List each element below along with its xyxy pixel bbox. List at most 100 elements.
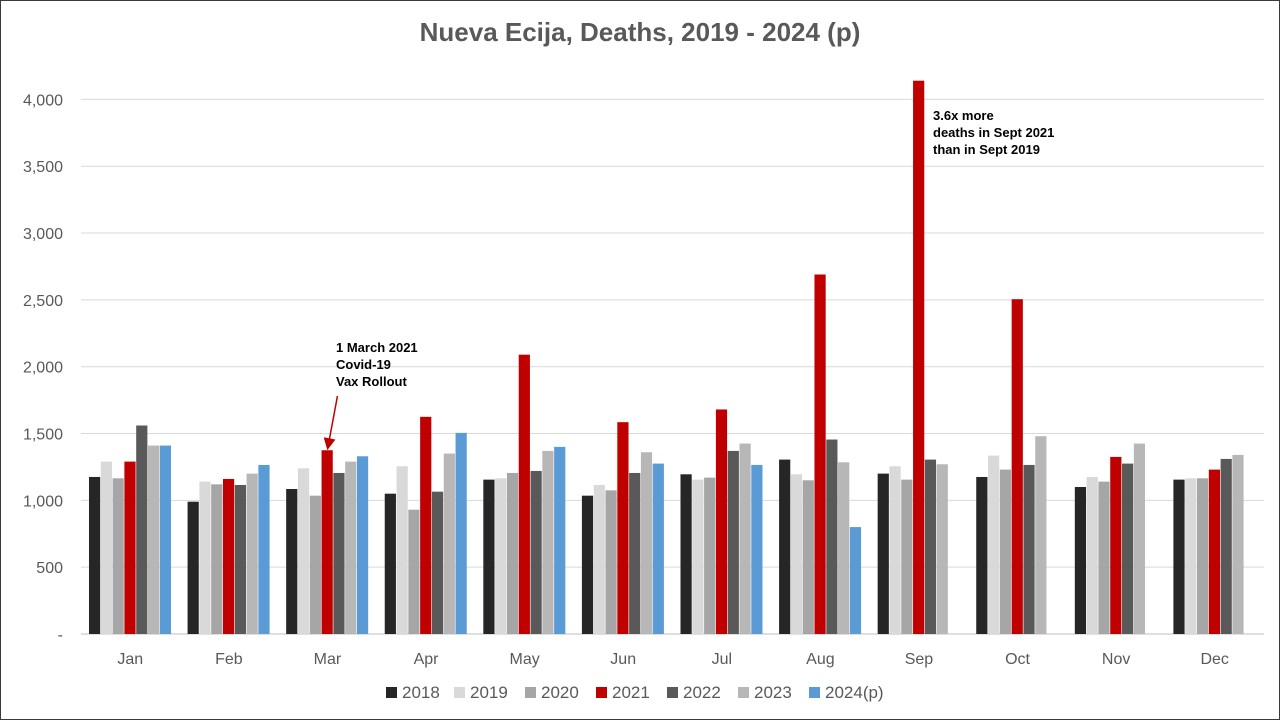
bar-jan-2019 [100,461,112,634]
bar-jan-2022 [136,425,148,634]
legend-item-2023: 2023 [738,683,792,702]
annotation-arrow [323,395,339,451]
bar-dec-2018 [1173,479,1185,634]
bar-feb-2020 [211,484,223,634]
annotation-1: 3.6x more deaths in Sept 2021 than in Sept… [933,108,1054,157]
legend-item-2022: 2022 [667,683,721,702]
x-tick-label: Sep [905,651,934,668]
bar-feb-2019 [199,481,211,634]
legend-label: 2023 [754,683,792,702]
bar-dec-2021 [1208,469,1221,634]
bar-apr-2024-p [455,432,467,634]
bar-mar-2018 [286,488,298,634]
bar-may-2019 [495,478,507,634]
bar-mar-2022 [333,472,345,634]
bar-jun-2020 [605,490,617,634]
bar-jun-2022 [629,472,641,634]
bar-may-2023 [542,450,554,634]
legend-label: 2018 [402,683,440,702]
legend-swatch [454,687,465,698]
annotation-text: than in Sept 2019 [933,142,1040,157]
x-tick-label: Jan [117,651,143,668]
legend-label: 2019 [470,683,508,702]
bar-may-2024-p [554,446,566,634]
bar-jan-2023 [147,445,160,634]
bar-aug-2022 [826,439,838,634]
bar-mar-2020 [309,495,321,634]
annotation-text: deaths in Sept 2021 [933,125,1054,140]
bar-jul-2023 [739,443,751,634]
bar-jul-2021 [715,409,728,634]
bar-aug-2024-p [849,527,862,634]
annotation-text: Covid-19 [336,357,391,372]
bar-nov-2019 [1086,476,1098,634]
y-tick-label: 1,500 [23,427,63,444]
bar-dec-2023 [1232,454,1244,634]
bar-jul-2018 [680,474,692,634]
bar-oct-2021 [1011,299,1023,634]
annotation-text: 1 March 2021 [336,340,418,355]
y-tick-label: 3,500 [23,159,63,176]
bars [88,80,1244,635]
bar-aug-2020 [802,480,814,634]
bar-dec-2022 [1220,458,1232,634]
bar-may-2022 [530,470,542,634]
bar-jun-2018 [581,495,594,634]
bar-apr-2020 [408,509,420,634]
bar-nov-2022 [1122,463,1134,634]
y-tick-label: - [58,627,63,644]
y-tick-label: 1,000 [23,493,63,510]
bar-oct-2020 [999,469,1012,634]
bar-apr-2023 [443,453,455,634]
bar-nov-2021 [1110,456,1122,634]
legend-swatch [386,687,397,698]
bar-jun-2021 [617,422,629,634]
bar-nov-2018 [1074,486,1087,634]
legend-label: 2022 [683,683,721,702]
chart-title: Nueva Ecija, Deaths, 2019 - 2024 (p) [420,17,861,47]
annotation-0: 1 March 2021 Covid-19 Vax Rollout [323,340,418,451]
bar-jan-2018 [88,476,101,634]
y-tick-label: 4,000 [23,92,63,109]
x-axis: Jan Feb Mar Apr May Jun Jul Aug Sep Oct Nov Dec [117,651,1229,668]
x-tick-label: Oct [1005,651,1030,668]
legend-swatch [667,687,678,698]
bar-apr-2021 [420,416,432,634]
bar-apr-2019 [396,466,408,634]
legend-item-2024-p: 2024(p) [809,683,884,702]
bar-oct-2022 [1023,464,1035,634]
legend-swatch [809,687,820,698]
bar-feb-2023 [246,473,258,634]
legend: 2018 2019 2020 2021 2022 2023 2024(p) [386,683,884,702]
y-tick-label: 500 [36,560,63,577]
bar-jun-2023 [640,452,653,634]
bar-may-2020 [506,472,519,634]
bar-sep-2018 [877,473,889,634]
bar-dec-2019 [1185,478,1197,634]
bar-mar-2021 [321,450,333,634]
y-tick-label: 2,000 [23,360,63,377]
legend-item-2018: 2018 [386,683,440,702]
bar-sep-2022 [924,459,937,634]
bar-feb-2018 [187,501,199,634]
legend-swatch [738,687,749,698]
bar-jun-2024-p [652,463,664,634]
bar-feb-2021 [222,478,235,634]
bar-mar-2019 [297,468,310,634]
bar-sep-2023 [936,464,948,634]
bar-aug-2021 [814,274,826,634]
x-tick-label: Aug [806,651,834,668]
x-tick-label: May [510,651,540,668]
annotation-text: 3.6x more [933,108,994,123]
x-tick-label: Mar [314,651,342,668]
bar-jul-2019 [692,479,704,634]
legend-label: 2024(p) [825,683,884,702]
legend-item-2021: 2021 [596,683,650,702]
bar-dec-2020 [1197,478,1209,634]
bar-jan-2021 [124,461,136,634]
bar-mar-2023 [345,461,357,634]
y-axis: - 500 1,000 1,500 2,000 2,500 3,000 3,500 4,000 [23,92,63,644]
bar-jan-2020 [112,478,124,634]
